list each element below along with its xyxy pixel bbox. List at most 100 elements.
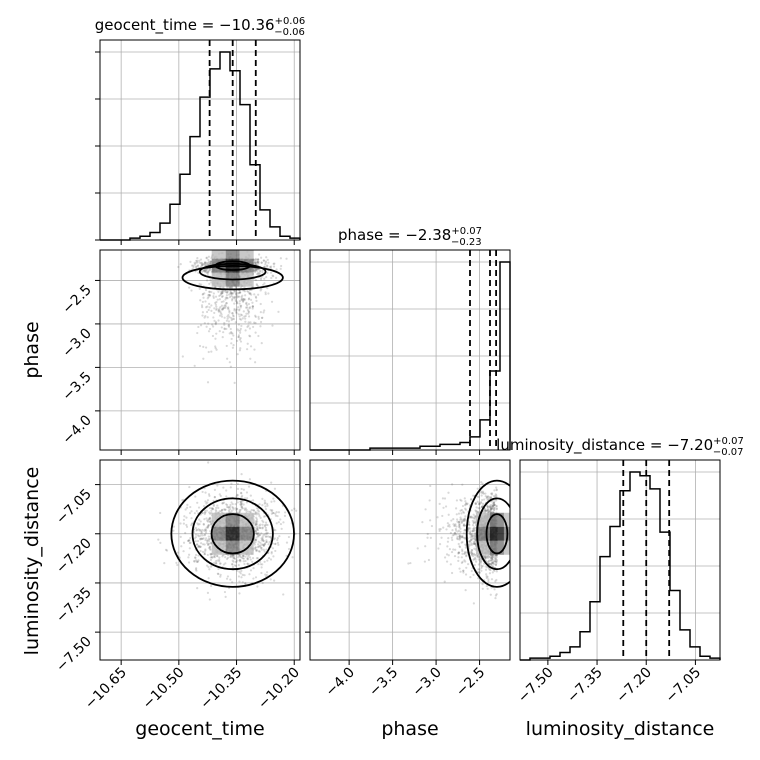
sample-point xyxy=(489,510,492,513)
sample-point xyxy=(463,552,466,555)
sample-point xyxy=(202,357,205,360)
histogram-bar xyxy=(580,632,590,660)
sample-point xyxy=(207,260,211,263)
sample-point xyxy=(207,538,210,541)
sample-point xyxy=(238,308,241,311)
sample-point xyxy=(200,264,203,267)
sample-point xyxy=(267,292,270,295)
sample-point xyxy=(492,507,495,510)
sample-point xyxy=(462,569,465,572)
sample-point xyxy=(486,587,489,590)
sample-point xyxy=(241,317,244,320)
sample-point xyxy=(227,506,230,509)
sample-point xyxy=(199,520,202,523)
sample-point xyxy=(269,535,272,538)
sample-point xyxy=(240,295,243,299)
sample-point xyxy=(242,297,246,301)
sample-point xyxy=(272,497,275,500)
sample-point xyxy=(195,259,198,262)
sample-point xyxy=(242,298,245,302)
sample-point xyxy=(448,525,451,528)
sample-point xyxy=(486,496,489,499)
sample-point xyxy=(245,491,249,494)
sample-point xyxy=(212,296,215,299)
sample-point xyxy=(492,501,495,504)
sample-point xyxy=(248,327,252,330)
sample-point xyxy=(231,312,234,315)
sample-point xyxy=(469,550,473,553)
sample-point xyxy=(269,265,272,269)
sample-point xyxy=(256,261,259,264)
sample-point xyxy=(458,545,462,549)
sample-point xyxy=(196,331,199,335)
sample-point xyxy=(193,263,197,266)
sample-point xyxy=(260,548,263,551)
sample-point xyxy=(262,259,265,262)
contour-line xyxy=(181,265,284,291)
sample-point xyxy=(234,321,237,324)
sample-point xyxy=(262,283,265,286)
sample-point xyxy=(265,275,268,279)
sample-point xyxy=(205,502,208,505)
sample-point xyxy=(490,507,493,510)
sample-point xyxy=(494,493,497,496)
sample-point xyxy=(236,487,240,490)
sample-point xyxy=(181,355,184,358)
sample-point xyxy=(203,511,207,514)
sample-point xyxy=(243,574,246,577)
sample-point xyxy=(254,295,257,298)
sample-point xyxy=(203,262,206,266)
sample-point xyxy=(265,532,268,536)
sample-point xyxy=(454,548,457,551)
sample-point xyxy=(202,345,205,348)
histogram-bar xyxy=(150,232,160,240)
sample-point xyxy=(236,493,239,496)
sample-point xyxy=(264,535,267,538)
sample-point xyxy=(204,270,207,273)
sample-point xyxy=(481,482,484,485)
sample-point xyxy=(195,560,198,563)
sample-point xyxy=(192,266,195,269)
sample-point xyxy=(254,315,257,318)
sample-point xyxy=(267,557,271,560)
sample-point xyxy=(227,509,230,512)
sample-point xyxy=(491,565,494,568)
sample-point xyxy=(464,508,468,511)
sample-point xyxy=(233,309,236,312)
sample-point xyxy=(251,305,254,308)
sample-point xyxy=(264,526,268,529)
sample-point xyxy=(269,508,272,512)
sample-point xyxy=(485,584,488,588)
sample-point xyxy=(239,306,242,309)
sample-point xyxy=(443,497,447,500)
density-cell xyxy=(225,512,240,527)
sample-point xyxy=(231,312,234,315)
sample-point xyxy=(493,503,496,506)
sample-point xyxy=(197,325,200,329)
sample-point xyxy=(179,522,182,525)
sample-point xyxy=(452,518,455,521)
sample-point xyxy=(462,524,466,527)
sample-point xyxy=(245,348,249,351)
sample-point xyxy=(479,564,483,567)
sample-point xyxy=(263,525,266,528)
sample-point xyxy=(450,550,454,554)
sample-point xyxy=(231,556,235,559)
sample-point xyxy=(470,549,473,552)
sample-point xyxy=(239,560,242,563)
sample-point xyxy=(259,325,262,328)
sample-point xyxy=(258,503,261,506)
sample-point xyxy=(269,271,273,274)
scatter-geocent-time-phase-frame xyxy=(99,249,301,451)
sample-point xyxy=(477,568,480,571)
sample-point xyxy=(474,558,477,561)
sample-point xyxy=(257,334,260,338)
sample-point xyxy=(205,271,208,274)
sample-point xyxy=(235,293,238,296)
title-phase: phase = −2.38+0.07 −0.23 xyxy=(338,226,482,248)
sample-point xyxy=(184,531,187,535)
sample-point xyxy=(227,323,231,326)
sample-point xyxy=(447,513,450,516)
sample-point xyxy=(259,560,262,564)
histogram-bar xyxy=(260,210,270,240)
